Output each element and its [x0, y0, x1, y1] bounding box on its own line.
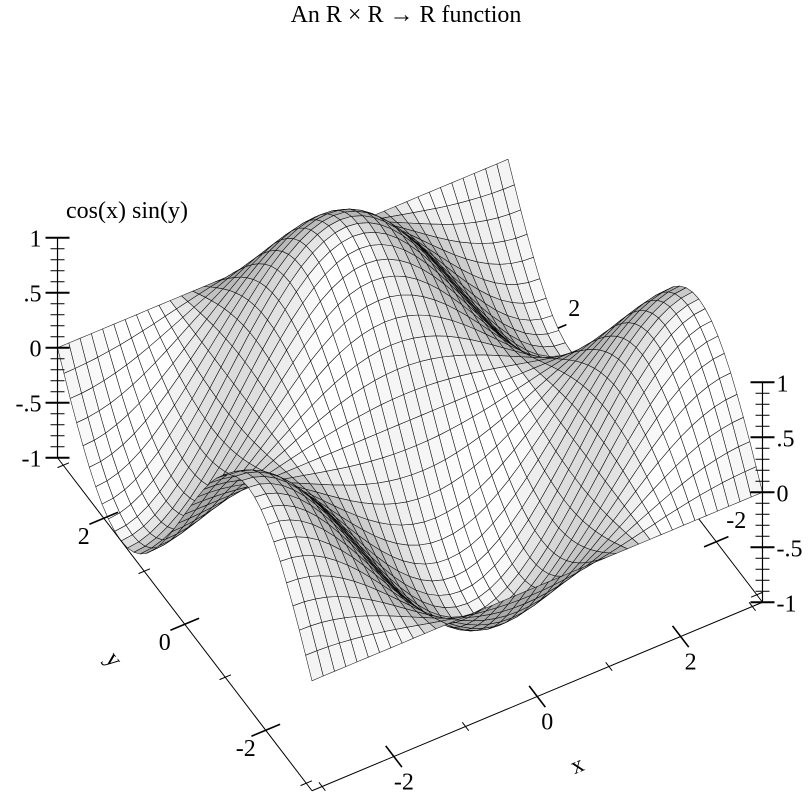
x-minor-tick: [461, 721, 470, 732]
x-minor-tick: [318, 781, 326, 792]
surface-cell: [260, 505, 280, 525]
x-axis-label: x: [567, 751, 588, 780]
chart-title: An R × R → R function: [290, 2, 522, 28]
x-tick-label: 2: [685, 650, 697, 676]
z-axis-label: cos(x) sin(y): [66, 198, 188, 224]
surface-cell: [336, 254, 355, 279]
y-minor-tick: [300, 780, 313, 787]
y-minor-tick: [219, 674, 232, 681]
y-back-minor-tick: [750, 591, 763, 598]
y-back-major-tick: [703, 535, 729, 548]
y-tick-label: 2: [78, 524, 90, 550]
x-tick-label: 0: [541, 710, 553, 736]
y-back-tick-label: -2: [726, 508, 746, 534]
z-axis-right-tick-label: 0: [776, 481, 788, 507]
y-minor-tick: [138, 568, 151, 575]
z-axis-left-tick-label: 1: [30, 227, 42, 253]
x-major-tick: [671, 625, 690, 648]
y-axis-label: y: [100, 647, 128, 672]
z-axis-left-tick-label: 0: [30, 337, 42, 363]
z-axis-right-tick-label: .5: [776, 426, 794, 452]
surface: [57, 158, 763, 682]
x-minor-tick: [605, 661, 613, 672]
z-axis-left-tick-label: -.5: [16, 392, 42, 418]
z-axis-right-tick-label: -.5: [776, 536, 802, 562]
z-axis-left-tick-label: -1: [22, 447, 42, 473]
surface-cell: [57, 342, 76, 374]
x-major-tick: [528, 685, 546, 708]
y-major-tick: [170, 617, 200, 631]
x-tick-label: -2: [394, 770, 414, 796]
z-axis-right-tick-label: 1: [776, 371, 788, 397]
y-back-tick-label: 2: [568, 296, 580, 322]
y-minor-tick: [57, 462, 70, 469]
front-axes: -2 0 2 -2 0 2 -1 -.5 0 .5 1 -1 -.5 0 .5 1: [16, 227, 803, 796]
z-axis-left-tick-label: .5: [24, 282, 42, 308]
x-minor-tick: [748, 601, 756, 612]
y-major-tick: [251, 723, 281, 737]
x-major-tick: [385, 745, 403, 768]
surface-cell: [688, 326, 708, 351]
z-axis-right-tick-label: -1: [776, 591, 796, 617]
y-major-tick: [89, 511, 119, 525]
y-tick-label: 0: [159, 630, 171, 656]
y-tick-label: -2: [236, 736, 256, 762]
